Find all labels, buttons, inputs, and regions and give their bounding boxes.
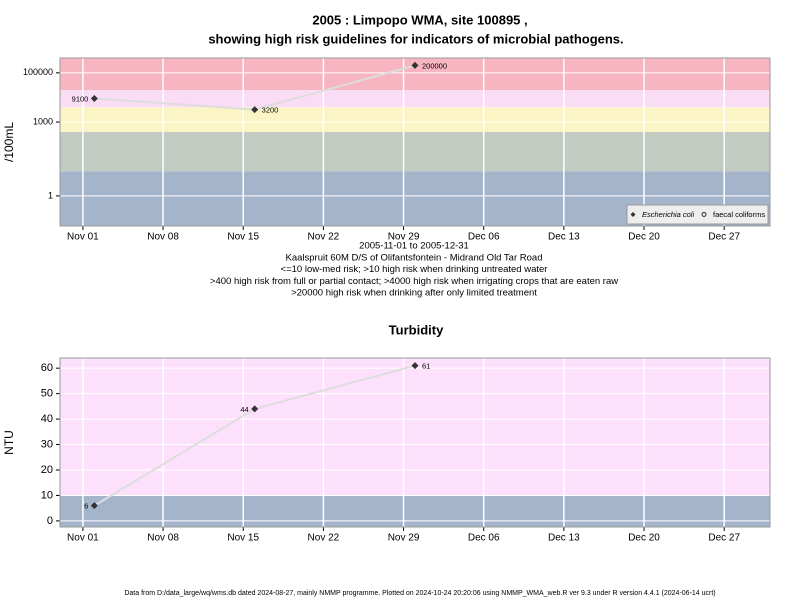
data-point [411, 362, 419, 370]
x-tick-label: Nov 01 [67, 533, 99, 544]
risk-band [60, 90, 770, 108]
x-tick-label: Nov 08 [147, 232, 179, 243]
legend-label: Escherichia coli [642, 210, 694, 219]
note: >20000 high risk when drinking after onl… [291, 288, 537, 299]
x-tick-label: Nov 29 [388, 232, 420, 243]
x-tick-label: Nov 15 [227, 533, 259, 544]
y-tick-label: 1000 [33, 116, 53, 126]
plot-border [59, 357, 771, 528]
note: 2005-11-01 to 2005-12-31 [359, 241, 469, 252]
risk-band [60, 107, 770, 132]
x-tick-label: Nov 01 [67, 232, 99, 243]
legend-box [626, 204, 769, 225]
plot-border [59, 57, 771, 227]
data-point [251, 405, 259, 413]
y-tick-label: 60 [41, 362, 53, 374]
y-tick-label: 10 [41, 489, 53, 501]
data-label: 3200 [262, 106, 279, 115]
risk-band [60, 131, 770, 172]
data-point [90, 94, 98, 102]
data-label: 61 [422, 362, 430, 371]
y-axis-label: /100mL [2, 122, 16, 162]
y-tick-label: 100000 [23, 67, 53, 77]
data-point [411, 61, 419, 69]
x-tick-label: Nov 29 [388, 533, 420, 544]
legend-marker [630, 212, 636, 217]
footer: Data from D:/data_large/wq/wms.db dated … [124, 590, 715, 597]
x-tick-label: Nov 15 [227, 232, 259, 243]
x-tick-label: Dec 20 [628, 533, 660, 544]
y-tick-label: 30 [41, 438, 53, 450]
note: Kaalspruit 60M D/S of Olifantsfontein - … [286, 252, 543, 263]
legend-marker [701, 212, 707, 217]
y-tick-label: 50 [41, 388, 53, 400]
note: <=10 low-med risk; >10 high risk when dr… [281, 264, 548, 275]
x-tick-label: Dec 27 [708, 533, 740, 544]
x-tick-label: Dec 27 [708, 232, 740, 243]
note: >400 high risk from full or partial cont… [210, 276, 618, 287]
x-tick-label: Nov 22 [308, 232, 340, 243]
x-tick-label: Dec 13 [548, 232, 580, 243]
x-tick-label: Nov 08 [147, 533, 179, 544]
y-tick-label: 0 [47, 515, 53, 527]
y-tick-label: 20 [41, 464, 53, 476]
panel-title: Turbidity [389, 322, 444, 337]
data-label: 6 [84, 502, 88, 511]
risk-band [60, 358, 770, 496]
data-label: 9100 [72, 94, 89, 103]
data-point [251, 106, 259, 114]
x-tick-label: Dec 20 [628, 232, 660, 243]
x-tick-label: Dec 06 [468, 232, 500, 243]
legend-label: faecal coliforms [713, 210, 765, 219]
y-tick-label: 1 [48, 190, 53, 200]
chart-subtitle: showing high risk guidelines for indicat… [208, 31, 623, 46]
x-tick-label: Dec 06 [468, 533, 500, 544]
data-label: 44 [240, 405, 248, 414]
y-tick-label: 40 [41, 413, 53, 425]
x-tick-label: Nov 22 [308, 533, 340, 544]
data-label: 200000 [422, 61, 447, 70]
chart-title: 2005 : Limpopo WMA, site 100895 , [312, 12, 527, 27]
x-tick-label: Dec 13 [548, 533, 580, 544]
y-axis-label: NTU [2, 430, 16, 455]
risk-band [60, 495, 770, 527]
data-point [90, 502, 98, 510]
